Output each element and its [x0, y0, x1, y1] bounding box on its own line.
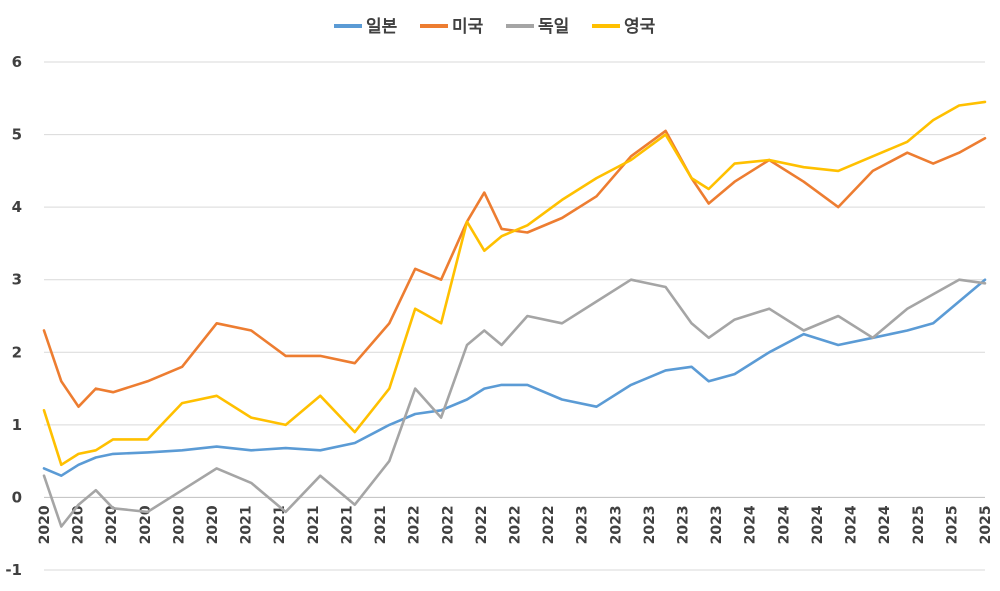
- x-tick-label: 2020: [205, 505, 221, 544]
- x-tick-label: 2022: [474, 505, 490, 544]
- legend-label: 독일: [538, 17, 569, 37]
- x-tick-label: 2021: [373, 505, 389, 544]
- x-tick-label: 2025: [911, 505, 927, 544]
- y-tick-label: 1: [12, 416, 22, 434]
- x-tick-label: 2023: [709, 505, 725, 544]
- y-tick-label: 0: [12, 488, 22, 506]
- x-tick-label: 2024: [743, 505, 759, 544]
- x-tick-label: 2025: [944, 505, 960, 544]
- x-tick-label: 2024: [844, 505, 860, 544]
- x-tick-label: 2020: [71, 505, 87, 544]
- x-tick-label: 2023: [642, 505, 658, 544]
- series-line-2: [42, 278, 987, 528]
- x-tick-label: 2021: [239, 505, 255, 544]
- y-tick-label: 6: [12, 53, 22, 71]
- x-tick-label: 2024: [810, 505, 826, 544]
- x-tick-label: 2021: [306, 505, 322, 544]
- y-tick-label: 5: [12, 126, 22, 144]
- legend-label: 미국: [452, 17, 484, 37]
- x-tick-label: 2025: [978, 505, 994, 544]
- x-tick-label: 2024: [877, 505, 893, 544]
- x-axis-tick-labels: 2020 2020 2020 2020 2020 2020 2021 2021 2021 2021…: [37, 505, 994, 544]
- x-tick-label: 2023: [575, 505, 591, 544]
- x-tick-label: 2023: [676, 505, 692, 544]
- y-tick-label: -1: [5, 561, 22, 579]
- legend-label: 영국: [624, 17, 656, 37]
- x-tick-label: 2020: [104, 505, 120, 544]
- legend-label: 일본: [366, 17, 398, 37]
- x-tick-label: 2020: [37, 505, 53, 544]
- x-tick-label: 2024: [776, 505, 792, 544]
- y-axis-tick-labels: -1 0 1 2 3 4 5 6: [5, 53, 22, 579]
- x-tick-label: 2020: [171, 505, 187, 544]
- x-tick-label: 2021: [272, 505, 288, 544]
- series-line-3: [42, 100, 987, 467]
- x-tick-label: 2022: [440, 505, 456, 544]
- series-line-0: [42, 278, 987, 478]
- legend-item-2[interactable]: 독일: [506, 17, 569, 37]
- x-tick-label: 2021: [339, 505, 355, 544]
- y-tick-label: 4: [12, 198, 22, 216]
- gridlines: [44, 61, 985, 571]
- x-tick-label: 2022: [508, 505, 524, 544]
- y-tick-label: 2: [12, 343, 22, 361]
- y-tick-label: 3: [12, 271, 22, 289]
- legend-item-0[interactable]: 일본: [334, 17, 398, 37]
- legend-item-3[interactable]: 영국: [592, 17, 656, 37]
- x-tick-label: 2020: [138, 505, 154, 544]
- x-tick-label: 2022: [541, 505, 557, 544]
- legend[interactable]: 일본 미국 독일 영국: [334, 17, 656, 37]
- series-line-1: [42, 129, 987, 409]
- legend-item-1[interactable]: 미국: [420, 17, 484, 37]
- series-lines: [42, 100, 987, 528]
- x-tick-label: 2023: [608, 505, 624, 544]
- x-tick-label: 2022: [407, 505, 423, 544]
